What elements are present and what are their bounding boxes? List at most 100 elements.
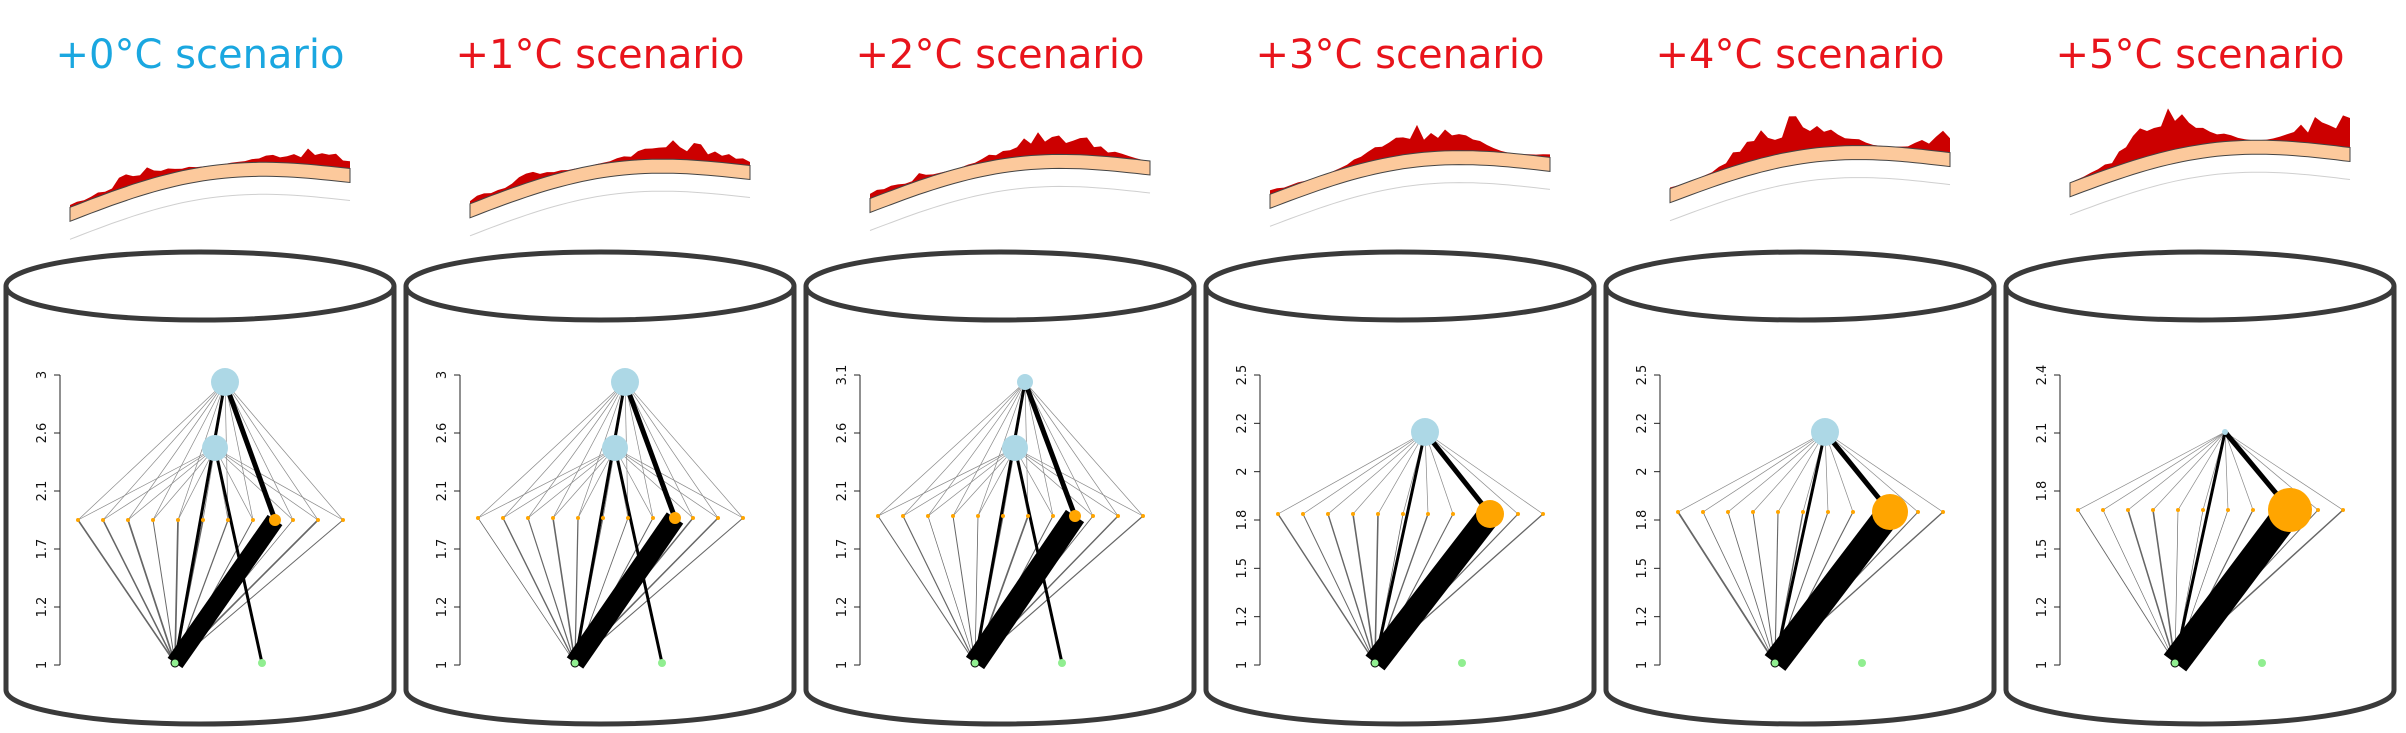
intermediate-node xyxy=(1401,512,1405,516)
dominant-intermediate-node xyxy=(1069,510,1081,522)
intermediate-node xyxy=(951,514,955,518)
scenario-panel: +0°C scenario 1 1.2 1.7 2.1 2.6 3 xyxy=(3,32,397,727)
intermediate-node xyxy=(2226,508,2230,512)
trophic-links xyxy=(1677,430,1944,671)
intermediate-node xyxy=(1776,510,1780,514)
species-nodes xyxy=(2076,429,2345,668)
y-tick-label: 2.6 xyxy=(35,423,50,444)
soil-layer-shape xyxy=(2069,139,2351,198)
intermediate-node xyxy=(251,518,255,522)
intermediate-node xyxy=(551,516,555,520)
scenario-title: +0°C scenario xyxy=(56,32,345,78)
baseline-curve xyxy=(2069,171,2351,216)
basal-node xyxy=(658,659,666,667)
trophic-links xyxy=(77,381,344,669)
intermediate-node xyxy=(1826,510,1830,514)
landscape-profile xyxy=(69,148,351,240)
top-predator-node xyxy=(1017,374,1033,390)
y-tick-label: 2.5 xyxy=(1235,365,1250,386)
y-tick-label: 2.2 xyxy=(1235,413,1250,434)
intermediate-node xyxy=(1426,512,1430,516)
intermediate-node xyxy=(1116,514,1120,518)
intermediate-node xyxy=(1051,514,1055,518)
intermediate-node xyxy=(1701,510,1705,514)
warm-layer-shape xyxy=(870,132,1150,199)
intermediate-node xyxy=(2101,508,2105,512)
intermediate-node xyxy=(1801,510,1805,514)
dominant-intermediate-node xyxy=(1476,500,1504,528)
intermediate-node xyxy=(576,516,580,520)
intermediate-node xyxy=(926,514,930,518)
basal-node xyxy=(570,658,580,668)
cylinder-outline xyxy=(2003,249,2397,727)
intermediate-node xyxy=(1451,512,1455,516)
y-tick-label: 2.1 xyxy=(2035,423,2050,444)
landscape-profile xyxy=(1269,124,1551,227)
scenario-panel: +3°C scenario 1 1.2 1.5 1.8 2 2.2 2.5 xyxy=(1203,32,1597,727)
y-tick-label: 1.5 xyxy=(1235,558,1250,579)
landscape-profile xyxy=(2069,108,2351,216)
y-tick-label: 2 xyxy=(1235,468,1250,476)
food-web: 1 1.2 1.5 1.8 2 2.2 2.5 xyxy=(1235,365,1545,671)
y-tick-label: 1 xyxy=(2035,661,2050,669)
y-tick-label: 1 xyxy=(835,661,850,669)
intermediate-node xyxy=(1516,512,1520,516)
y-tick-label: 1.5 xyxy=(1635,558,1650,579)
intermediate-node xyxy=(126,518,130,522)
top-predator-node xyxy=(611,368,639,396)
warm-layer-shape xyxy=(70,148,350,208)
intermediate-node xyxy=(1676,510,1680,514)
scenario-panel: +4°C scenario 1 1.2 1.5 1.8 2 2.2 2.5 xyxy=(1603,32,1997,727)
trophic-links xyxy=(1277,430,1544,671)
soil-layer-shape xyxy=(869,153,1151,214)
intermediate-node xyxy=(1916,510,1920,514)
y-tick-label: 3 xyxy=(35,371,50,379)
intermediate-node xyxy=(901,514,905,518)
basal-node xyxy=(970,658,980,668)
species-nodes xyxy=(76,368,345,668)
intermediate-node xyxy=(691,516,695,520)
y-tick-label: 2.6 xyxy=(435,423,450,444)
dominant-intermediate-node xyxy=(669,512,681,524)
baseline-curve xyxy=(469,190,751,237)
scenario-panel: +1°C scenario 1 1.2 1.7 2.1 2.6 3 xyxy=(403,32,797,727)
baseline-curve xyxy=(1669,177,1951,222)
y-tick-label: 1.2 xyxy=(2035,597,2050,618)
landscape-profile xyxy=(869,132,1151,231)
intermediate-node xyxy=(176,518,180,522)
y-tick-label: 1 xyxy=(1635,661,1650,669)
intermediate-node xyxy=(1091,514,1095,518)
y-tick-label: 2.1 xyxy=(35,481,50,502)
soil-layer-shape xyxy=(1669,145,1951,204)
intermediate-node xyxy=(526,516,530,520)
y-tick-label: 1 xyxy=(35,661,50,669)
y-tick-label: 1.2 xyxy=(835,597,850,618)
intermediate-node xyxy=(2176,508,2180,512)
intermediate-node xyxy=(76,518,80,522)
top-predator-node xyxy=(1811,418,1839,446)
intermediate-node xyxy=(1541,512,1545,516)
intermediate-node xyxy=(2126,508,2130,512)
cylinder-outline xyxy=(1603,249,1997,727)
intermediate-node xyxy=(1726,510,1730,514)
y-tick-label: 1 xyxy=(1235,661,1250,669)
intermediate-node xyxy=(716,516,720,520)
y-tick-label: 1.8 xyxy=(1235,510,1250,531)
top-predator-node xyxy=(211,368,239,396)
trophic-links xyxy=(477,381,744,669)
y-tick-label: 1.8 xyxy=(2035,481,2050,502)
y-tick-label: 2.1 xyxy=(435,481,450,502)
food-web: 1 1.2 1.5 1.8 2.1 2.4 xyxy=(2035,365,2345,672)
cylinder-outline xyxy=(803,249,1197,727)
basal-node xyxy=(258,659,266,667)
baseline-curve xyxy=(1269,182,1551,227)
landscape-profile xyxy=(1669,116,1951,222)
y-tick-label: 1.7 xyxy=(835,539,850,560)
species-nodes xyxy=(1676,418,1945,668)
intermediate-node xyxy=(476,516,480,520)
basal-node xyxy=(1058,659,1066,667)
y-tick-label: 2 xyxy=(1635,468,1650,476)
intermediate-node xyxy=(501,516,505,520)
intermediate-node xyxy=(651,516,655,520)
